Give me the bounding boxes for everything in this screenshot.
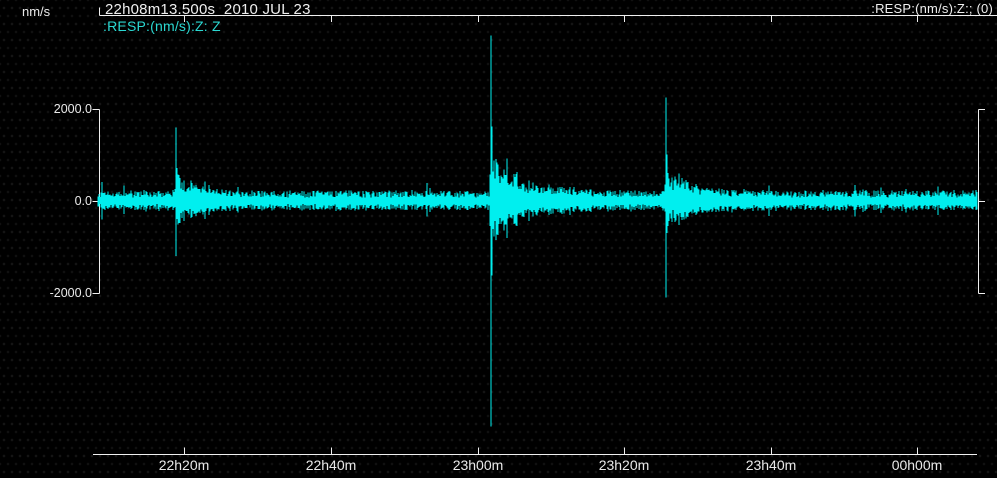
seismogram-trace: [97, 35, 978, 427]
y-units-label: nm/s: [22, 4, 51, 19]
right-axis: [978, 109, 985, 294]
axes: [92, 7, 997, 455]
x-tick-label: 22h20m: [158, 457, 210, 473]
channel-label: :RESP:(nm/s):Z: Z: [103, 18, 221, 34]
x-tick-label: 23h40m: [745, 457, 797, 473]
top-ruler: [99, 7, 997, 22]
y-tick-label: -2000.0: [49, 286, 92, 300]
trace-start-time-title: 22h08m13.500s 2010 JUL 23: [105, 1, 311, 18]
waveform-path: [97, 35, 978, 427]
x-tick-label: 23h20m: [598, 457, 650, 473]
y-tick-label: 2000.0: [53, 102, 92, 116]
x-tick-label: 00h00m: [891, 457, 943, 473]
file-reference-label: :RESP:(nm/s):Z:; (0): [871, 1, 993, 16]
x-tick-label: 23h00m: [452, 457, 504, 473]
bottom-axis: [93, 447, 977, 455]
x-tick-label: 22h40m: [305, 457, 357, 473]
y-tick-label: 0.0: [74, 194, 92, 208]
